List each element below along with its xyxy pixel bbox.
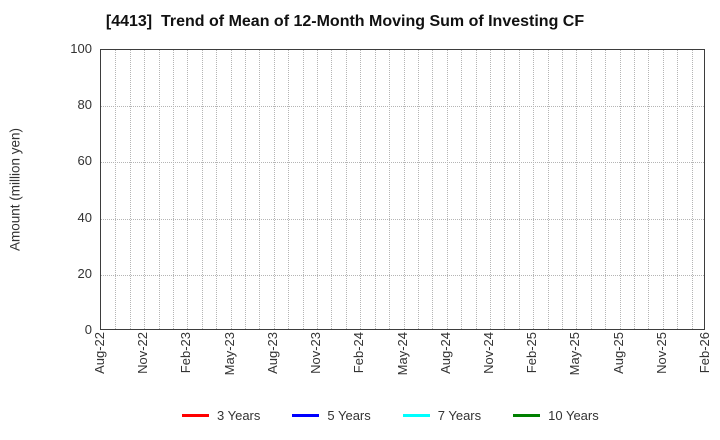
gridline-vertical: [475, 50, 477, 329]
gridline-vertical: [662, 50, 664, 329]
gridline-vertical: [273, 50, 275, 329]
legend: 3 Years 5 Years 7 Years 10 Years: [182, 404, 599, 426]
gridline-vertical: [345, 50, 347, 329]
y-tick-label: 100: [70, 41, 92, 56]
legend-label: 5 Years: [327, 407, 371, 423]
gridline-vertical: [446, 50, 448, 329]
gridline-vertical: [489, 50, 491, 329]
gridline-vertical: [230, 50, 232, 329]
gridline-vertical: [187, 50, 189, 329]
gridline-vertical: [403, 50, 405, 329]
gridline-vertical: [302, 50, 304, 329]
gridline-vertical: [360, 50, 362, 329]
gridline-vertical: [432, 50, 434, 329]
x-tick-label: May-23: [221, 332, 237, 376]
gridline-vertical: [691, 50, 693, 329]
x-tick-label: Nov-24: [480, 332, 496, 374]
legend-item: 10 Years: [513, 408, 599, 423]
gridline-vertical: [389, 50, 391, 329]
y-tick-label: 80: [77, 97, 92, 113]
gridline-vertical: [259, 50, 261, 329]
chart-title: [4413] Trend of Mean of 12-Month Moving …: [105, 13, 585, 30]
legend-item: 5 Years: [292, 407, 371, 423]
gridline-vertical: [533, 50, 535, 329]
legend-label: 3 Years: [217, 407, 261, 423]
y-axis-title: Amount (million yen): [7, 127, 23, 252]
gridline-vertical: [158, 50, 160, 329]
gridline-vertical: [547, 50, 549, 329]
x-tick-label: Feb-25: [524, 332, 540, 374]
x-tick-label: Aug-24: [437, 332, 453, 374]
y-tick-label: 0: [84, 322, 92, 337]
x-tick-label: Nov-25: [653, 332, 669, 374]
legend-item: 3 Years: [182, 408, 260, 423]
gridline-vertical: [417, 50, 419, 329]
gridline-vertical: [201, 50, 203, 329]
y-tick-label: 40: [77, 209, 92, 225]
gridline-vertical: [461, 50, 463, 329]
gridline-vertical: [504, 50, 506, 329]
x-tick-label: May-24: [394, 332, 410, 376]
gridline-horizontal: [101, 218, 704, 220]
gridline-vertical: [245, 50, 247, 329]
x-tick-label: Feb-26: [697, 332, 712, 374]
legend-line-icon: [513, 413, 541, 417]
gridline-horizontal: [101, 106, 704, 108]
x-tick-label: Aug-23: [264, 332, 280, 374]
legend-label: 10 Years: [548, 407, 599, 423]
gridline-vertical: [619, 50, 621, 329]
x-tick-label: May-25: [567, 332, 583, 376]
legend-line-icon: [182, 413, 209, 417]
x-tick-label: Nov-23: [308, 332, 324, 374]
gridline-vertical: [518, 50, 520, 329]
y-tick-label: 20: [77, 265, 92, 281]
gridline-vertical: [331, 50, 333, 329]
gridline-vertical: [216, 50, 218, 329]
gridline-vertical: [129, 50, 131, 329]
gridline-horizontal: [101, 274, 704, 276]
legend-line-icon: [402, 413, 430, 417]
y-tick-label: 60: [77, 153, 92, 169]
gridline-vertical: [576, 50, 578, 329]
gridline-vertical: [633, 50, 635, 329]
gridline-vertical: [317, 50, 319, 329]
x-tick-label: Aug-25: [610, 332, 626, 374]
legend-label: 7 Years: [437, 407, 482, 423]
gridline-vertical: [677, 50, 679, 329]
gridline-horizontal: [101, 162, 704, 164]
gridline-vertical: [648, 50, 650, 329]
gridline-vertical: [605, 50, 607, 329]
gridline-vertical: [115, 50, 117, 329]
x-tick-label: Feb-24: [351, 332, 367, 374]
legend-item: 7 Years: [402, 407, 482, 423]
gridline-vertical: [561, 50, 563, 329]
x-tick-label: Nov-22: [135, 332, 151, 374]
gridline-vertical: [590, 50, 592, 329]
x-tick-label: Aug-22: [92, 332, 107, 374]
gridline-vertical: [374, 50, 376, 329]
x-tick-label: Feb-23: [178, 332, 194, 374]
gridline-vertical: [288, 50, 290, 329]
plot-area: [100, 49, 705, 330]
gridline-vertical: [173, 50, 175, 329]
gridline-vertical: [144, 50, 146, 329]
legend-line-icon: [292, 413, 320, 417]
